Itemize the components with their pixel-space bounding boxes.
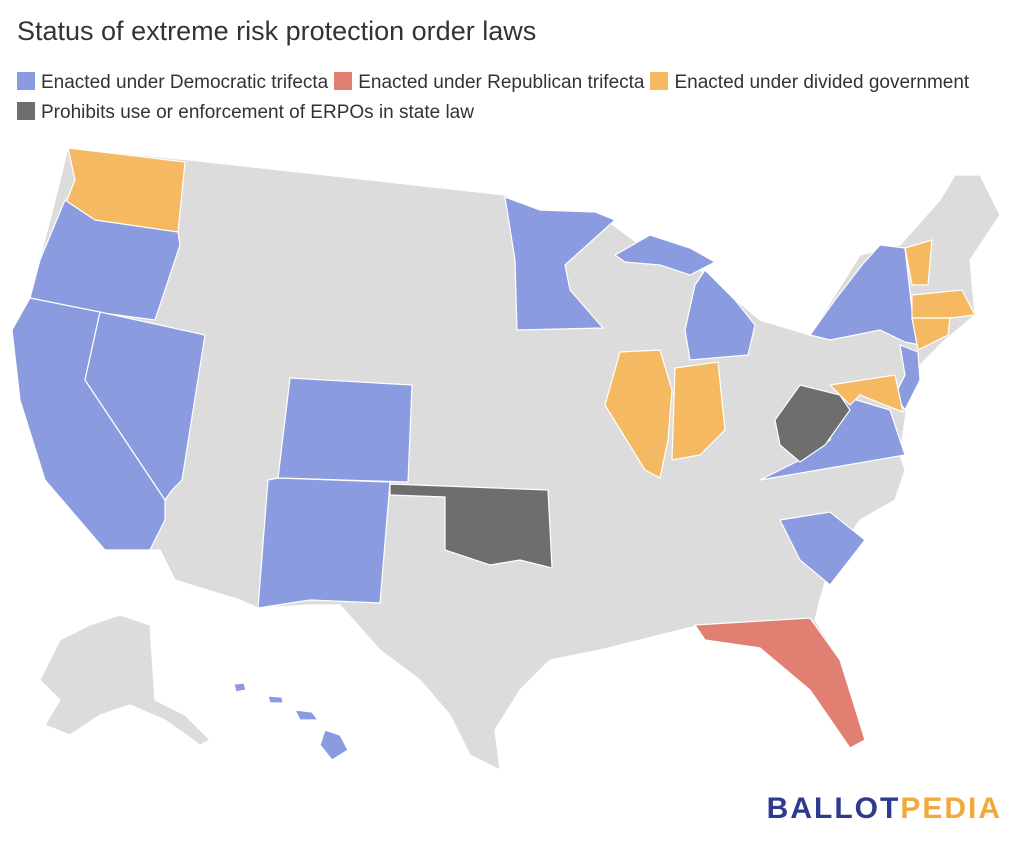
title: Status of extreme risk protection order …: [17, 16, 537, 46]
legend-swatch: [17, 72, 35, 90]
logo-second: PEDIA: [900, 792, 1002, 825]
state: [29, 199, 181, 321]
legend-swatch: [334, 72, 353, 90]
state: [759, 394, 906, 481]
state: [894, 344, 921, 412]
state: [389, 483, 553, 569]
logo: BALLOTPEDIA: [767, 792, 1002, 826]
state: [257, 477, 391, 609]
state: [684, 269, 756, 361]
alaska: [39, 614, 212, 746]
legend-item: Enacted under divided government: [650, 72, 969, 93]
legend-label: Enacted under Republican trifecta: [358, 72, 645, 93]
legend-label: Enacted under Democratic trifecta: [41, 72, 329, 93]
state: [613, 234, 717, 276]
state: [504, 196, 617, 331]
state: [604, 349, 673, 479]
legend-item: Enacted under Democratic trifecta: [17, 72, 328, 93]
state: [233, 682, 247, 693]
legend-swatch: [17, 102, 35, 120]
legend-label: Enacted under divided government: [674, 72, 970, 93]
state: [267, 695, 284, 704]
state: [911, 289, 976, 319]
state: [319, 729, 349, 761]
state: [911, 317, 951, 351]
state: [277, 377, 413, 483]
logo-first: BALLOT: [766, 792, 901, 825]
state: [84, 311, 206, 502]
legend-swatch: [650, 72, 669, 90]
state: [808, 244, 921, 346]
state: [693, 617, 866, 749]
state: [779, 511, 866, 586]
legend-label: Prohibits use or enforcement of ERPOs in…: [41, 102, 474, 123]
legend-item: Enacted under Republican trifecta: [334, 72, 644, 93]
state: [671, 361, 726, 461]
legend: Enacted under Democratic trifecta Enacted…: [17, 68, 977, 128]
state: [293, 709, 320, 721]
state: [828, 374, 904, 413]
state: [904, 239, 933, 286]
legend-item: Prohibits use or enforcement of ERPOs in…: [17, 102, 474, 123]
